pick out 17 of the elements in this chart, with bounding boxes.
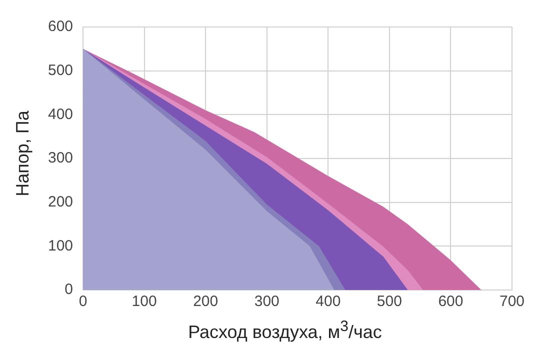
y-tick-label: 400 <box>48 106 74 123</box>
x-tick-label: 400 <box>316 293 341 310</box>
y-axis-title: Напор, Па <box>12 110 34 196</box>
x-axis-title: Расход воздуха, м$^{3}$/час <box>187 317 383 344</box>
y-tick-label: 200 <box>48 193 74 210</box>
x-tick-label: 600 <box>438 293 464 310</box>
x-tick-label: 500 <box>376 293 402 310</box>
x-tick-label: 300 <box>254 293 280 310</box>
x-tick-label: 0 <box>78 293 88 310</box>
y-tick-label: 100 <box>48 237 74 254</box>
y-tick-label: 300 <box>48 150 74 167</box>
x-tick-label: 700 <box>499 293 525 310</box>
y-tick-label: 500 <box>48 62 74 79</box>
x-tick-label: 100 <box>132 293 157 310</box>
y-tick-label: 600 <box>48 18 74 36</box>
x-tick-label: 200 <box>193 293 218 310</box>
y-tick-label: 0 <box>64 281 74 298</box>
